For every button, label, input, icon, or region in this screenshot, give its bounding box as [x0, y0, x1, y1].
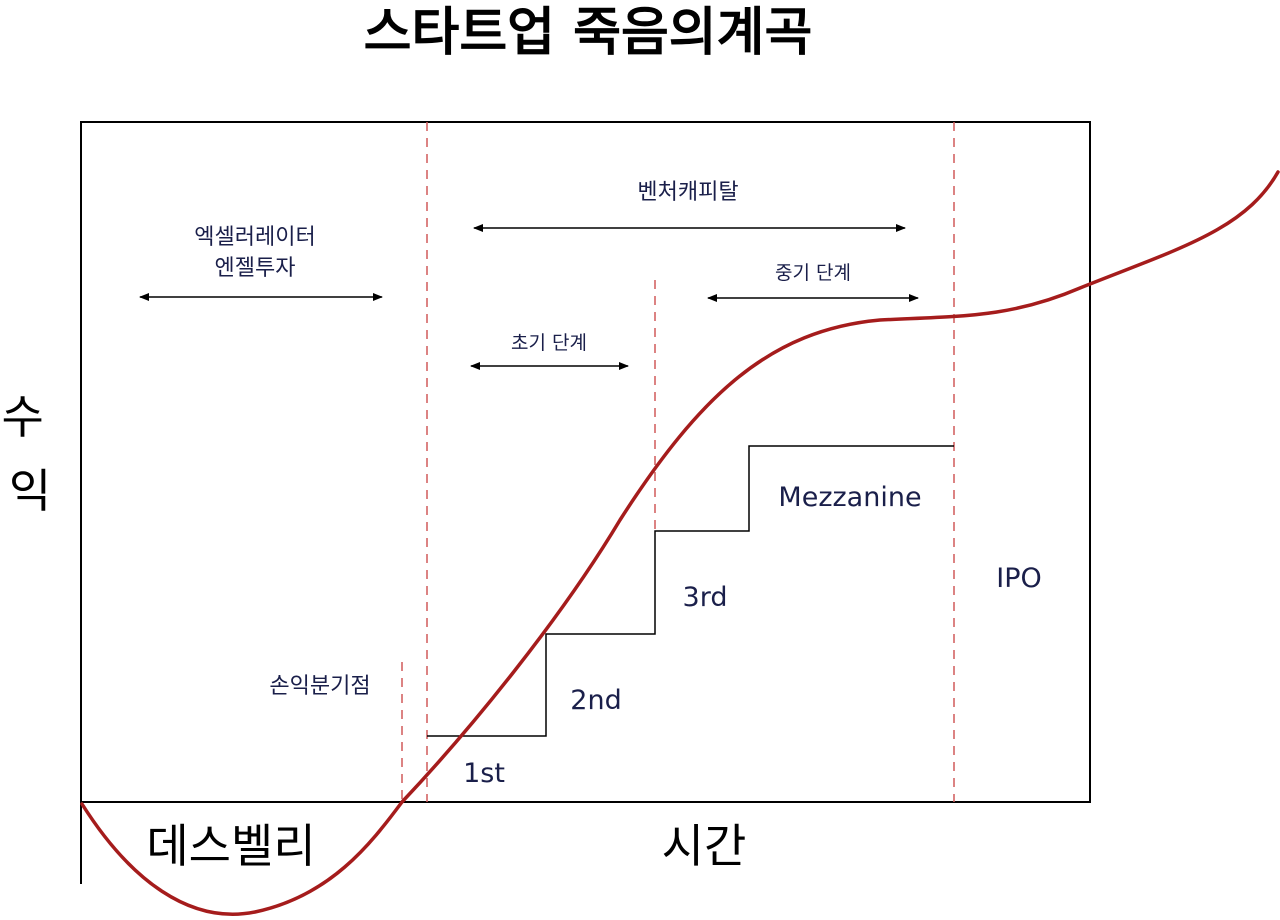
mid-stage-label: 중기 단계 — [775, 262, 851, 284]
chart-frame — [80, 121, 1091, 803]
stage-1st-label: 1st — [463, 758, 505, 789]
stage-ipo-label: IPO — [996, 563, 1042, 594]
stage-3rd-label: 3rd — [683, 582, 728, 613]
y-axis-label: 수 익 — [2, 390, 59, 518]
x-axis-label: 시간 — [662, 819, 747, 873]
stage-2nd-label: 2nd — [570, 685, 621, 716]
angel-investment-label: 엔젤투자 — [215, 256, 296, 281]
death-valley-label: 데스벨리 — [146, 819, 315, 873]
break-even-label: 손익분기점 — [269, 674, 370, 699]
revenue-curve — [80, 170, 1280, 916]
diagram-title: 스타트업 죽음의계곡 — [364, 3, 813, 63]
accelerator-label: 엑셀러레이터 — [194, 225, 315, 250]
stage-mezzanine-label: Mezzanine — [778, 482, 921, 513]
early-stage-label: 초기 단계 — [511, 332, 587, 354]
venture-capital-label: 벤처캐피탈 — [637, 180, 738, 205]
funding-staircase — [427, 445, 954, 737]
